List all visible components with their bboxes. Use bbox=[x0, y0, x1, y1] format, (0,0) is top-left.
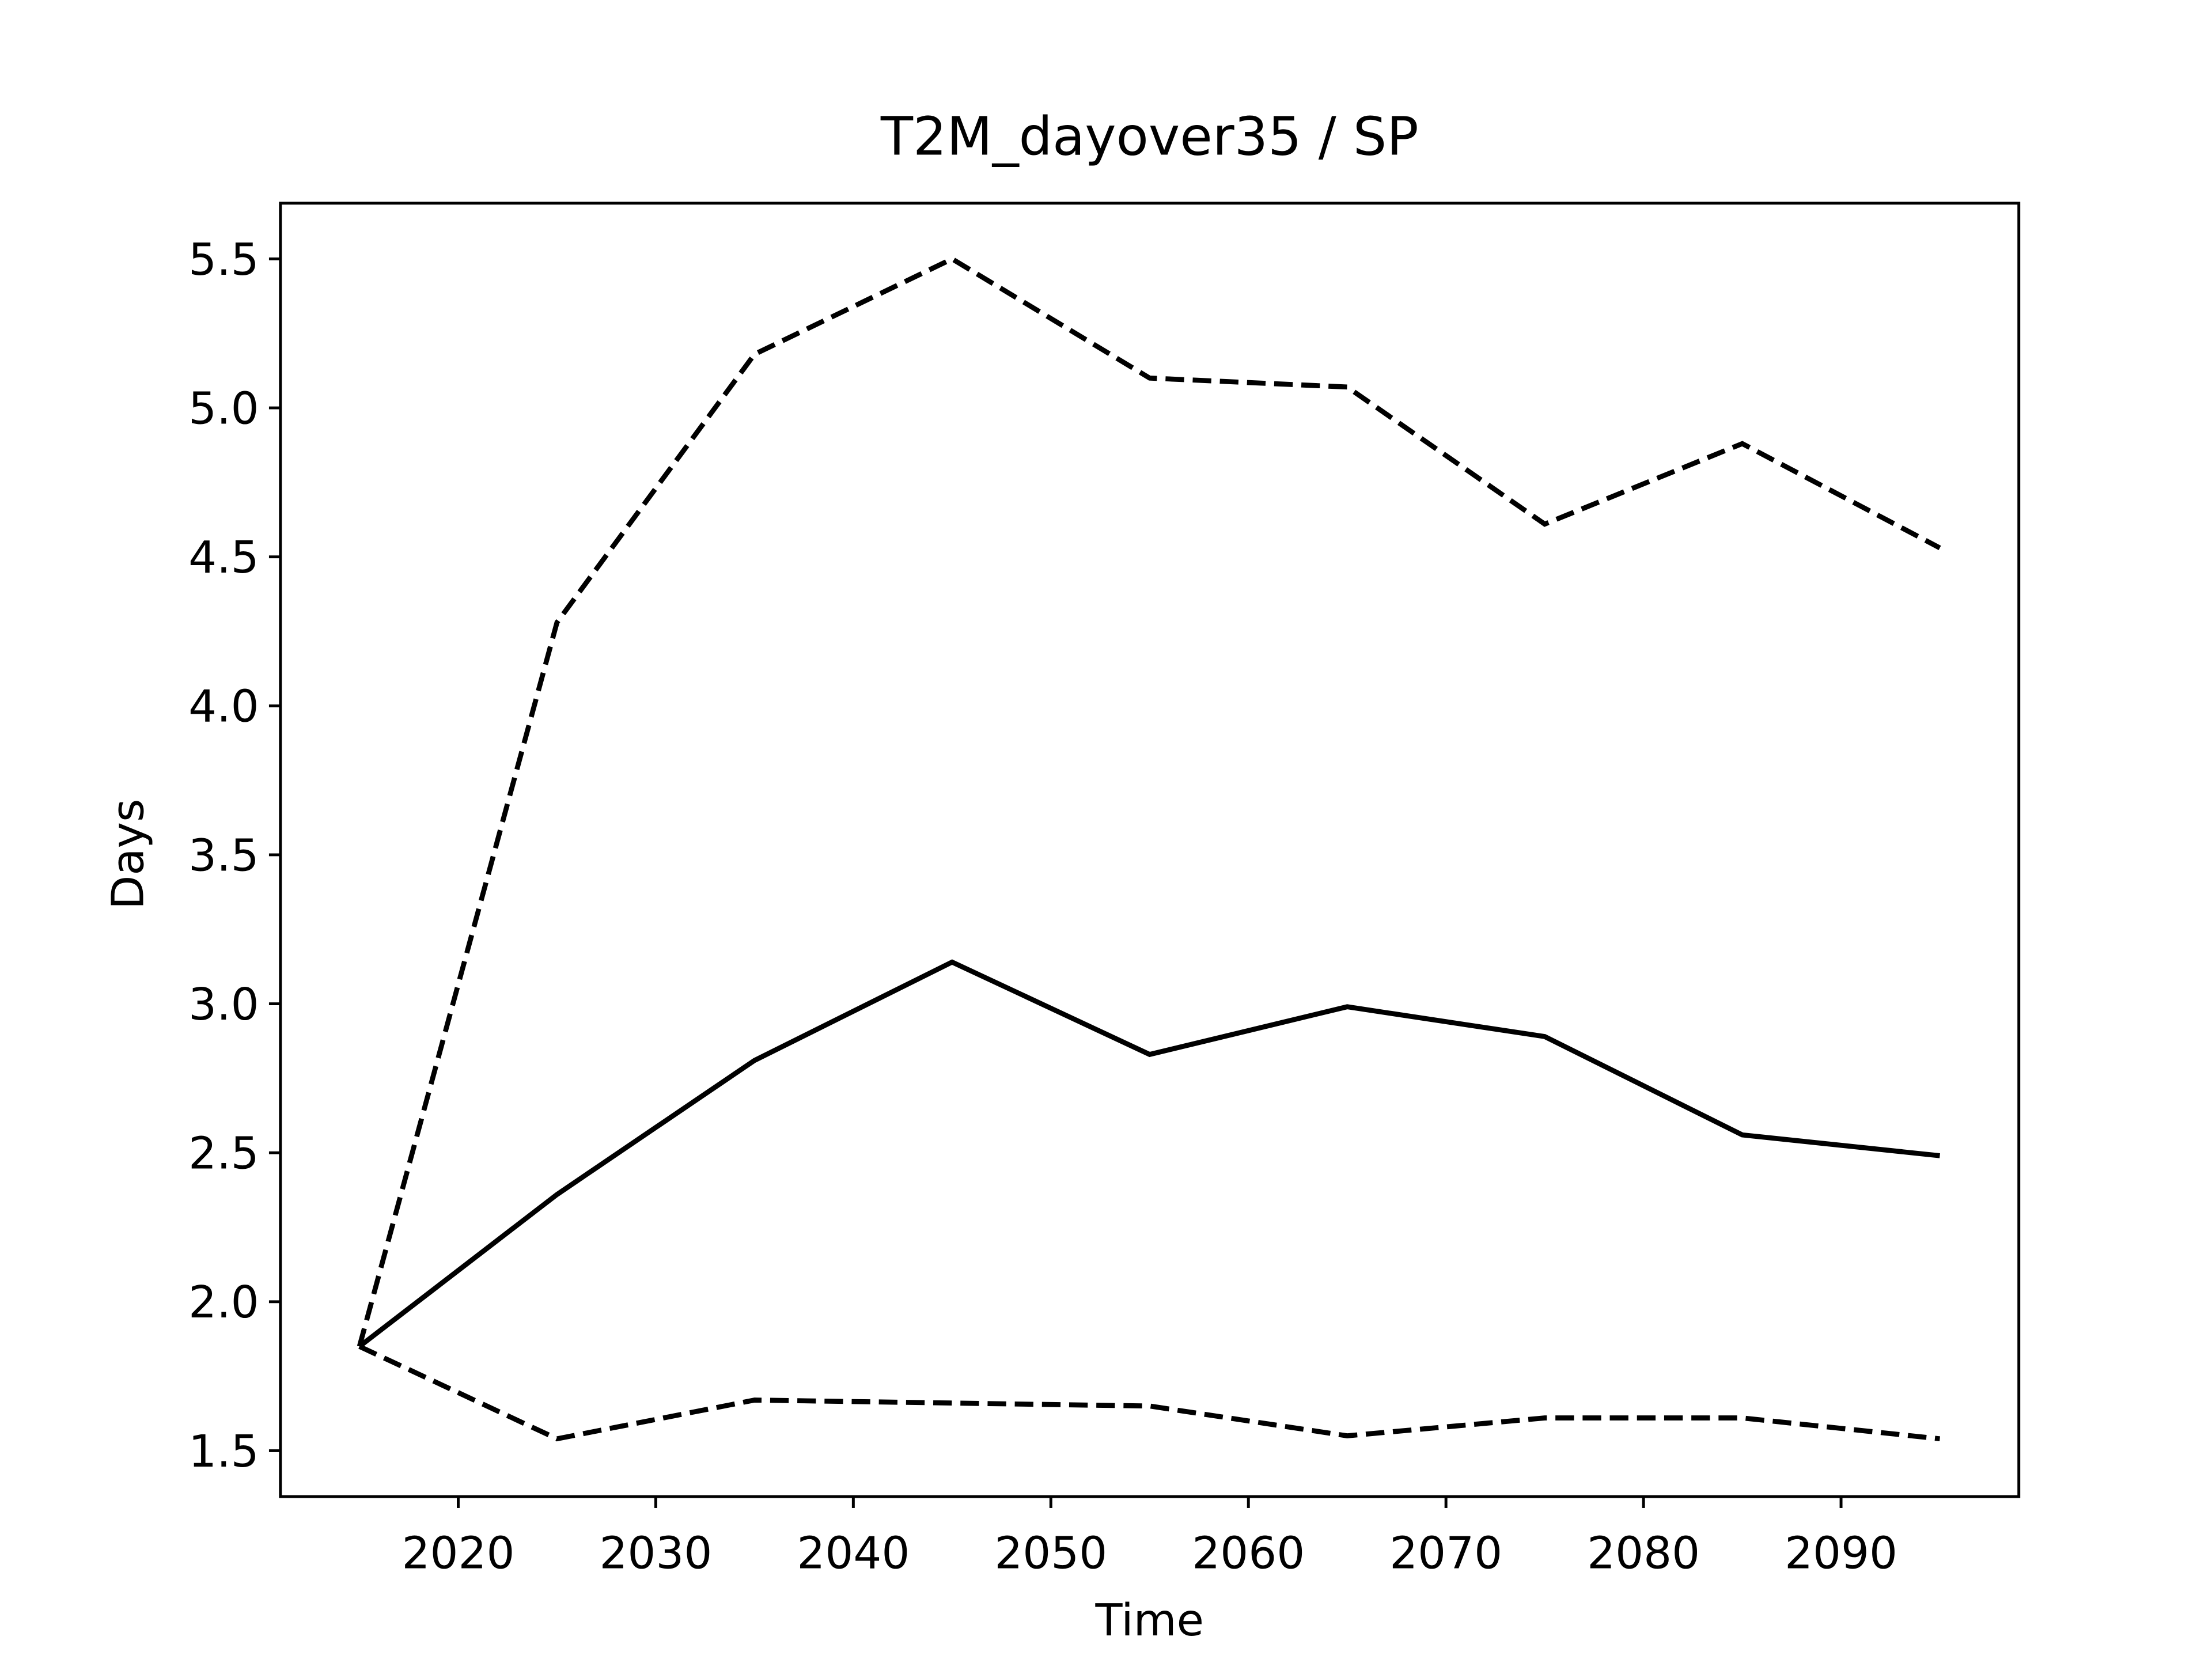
y-tick-label: 3.5 bbox=[188, 830, 259, 881]
x-tick-label: 2080 bbox=[1587, 1528, 1700, 1579]
x-tick-label: 2090 bbox=[1785, 1528, 1897, 1579]
x-tick-label: 2020 bbox=[402, 1528, 515, 1579]
y-tick-label: 5.0 bbox=[188, 383, 259, 434]
data-line bbox=[358, 1344, 1940, 1442]
y-tick-label: 3.0 bbox=[188, 979, 259, 1031]
y-tick-label: 1.5 bbox=[188, 1426, 259, 1478]
x-tick-label: 2030 bbox=[599, 1528, 712, 1579]
y-axis-label: Days bbox=[103, 799, 154, 910]
plot-frame bbox=[279, 202, 2021, 1498]
y-tick-label: 4.5 bbox=[188, 532, 259, 584]
data-line bbox=[357, 256, 1941, 1347]
x-tick-label: 2060 bbox=[1192, 1528, 1305, 1579]
y-tick-label: 4.0 bbox=[188, 681, 259, 733]
y-tick-label: 5.5 bbox=[188, 234, 259, 286]
x-tick-label: 2070 bbox=[1389, 1528, 1502, 1579]
data-line bbox=[358, 959, 1940, 1349]
chart-title: T2M_dayover35 / SP bbox=[880, 105, 1419, 167]
y-tick-label: 2.5 bbox=[188, 1128, 259, 1180]
x-tick-label: 2050 bbox=[994, 1528, 1107, 1579]
x-axis-label: Time bbox=[1095, 1595, 1204, 1646]
y-tick-label: 2.0 bbox=[188, 1277, 259, 1328]
x-tick-label: 2040 bbox=[797, 1528, 910, 1579]
